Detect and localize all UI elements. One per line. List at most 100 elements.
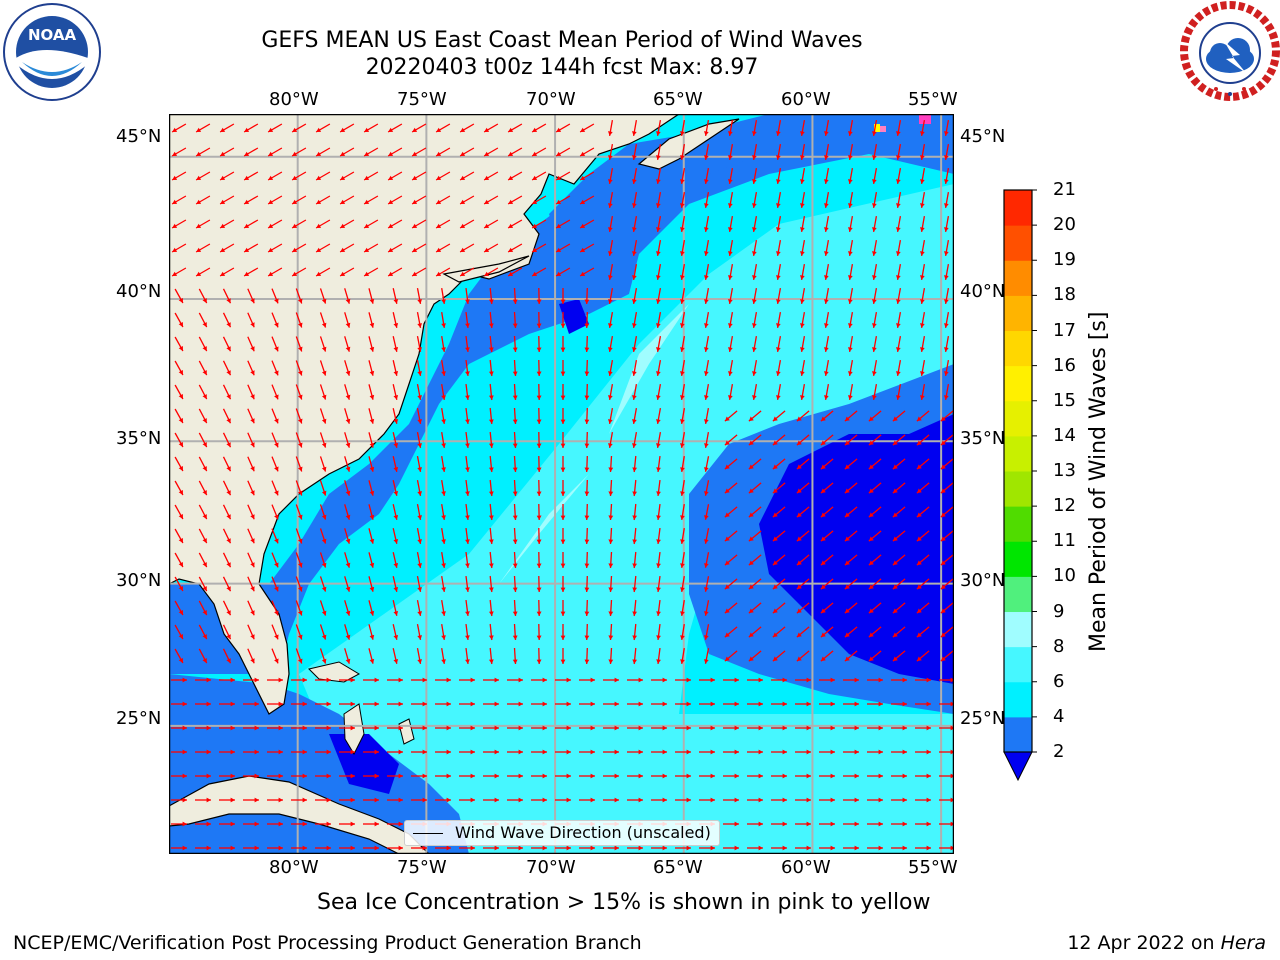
wave-direction-arrow (441, 503, 446, 521)
wave-direction-arrow (680, 119, 686, 137)
wave-direction-arrow (219, 171, 235, 181)
wave-direction-arrow (560, 600, 566, 616)
wave-direction-arrow (699, 677, 715, 683)
colorbar-bin (1004, 225, 1032, 261)
wave-direction-arrow (632, 431, 638, 449)
wave-direction-arrow (247, 552, 255, 568)
noaa-logo: NOAA (2, 2, 102, 102)
colorbar-bin (1004, 646, 1032, 683)
wave-direction-arrow (800, 119, 806, 137)
colorbar-tick-label: 8 (1053, 635, 1065, 657)
wave-direction-arrow (675, 677, 691, 683)
wave-direction-arrow (441, 599, 446, 617)
wave-direction-arrow (892, 578, 906, 590)
wave-direction-arrow (387, 749, 403, 755)
wave-direction-arrow (872, 143, 878, 161)
wave-direction-arrow (507, 773, 523, 779)
wave-direction-arrow (363, 725, 379, 731)
wave-direction-arrow (748, 554, 762, 566)
wave-direction-arrow (368, 624, 375, 640)
wave-direction-arrow (512, 503, 518, 521)
wave-direction-arrow (459, 725, 475, 731)
period-band-6-8 (299, 184, 954, 854)
wave-direction-arrow (892, 482, 906, 494)
wave-direction-arrow (728, 143, 734, 161)
wave-direction-arrow (368, 480, 375, 496)
wave-direction-arrow (489, 647, 494, 665)
wave-direction-arrow (222, 504, 232, 520)
wave-direction-arrow (632, 167, 638, 185)
wave-direction-arrow (536, 575, 542, 593)
wave-direction-arrow (872, 335, 878, 353)
wave-direction-arrow (632, 575, 637, 593)
wave-direction-arrow (171, 797, 187, 803)
wave-direction-arrow (940, 554, 954, 566)
wave-direction-arrow (844, 530, 858, 542)
wave-direction-arrow (512, 599, 518, 617)
wave-direction-arrow (584, 311, 590, 329)
wave-direction-arrow (507, 749, 523, 755)
wave-direction-arrow (820, 482, 834, 494)
wave-direction-arrow (435, 243, 451, 253)
wave-direction-arrow (579, 797, 595, 803)
wave-direction-arrow (892, 650, 906, 662)
wave-direction-arrow (243, 821, 259, 827)
wave-direction-arrow (680, 167, 686, 185)
colorbar-tick-label: 6 (1053, 670, 1065, 692)
wave-direction-arrow (344, 432, 351, 448)
wave-direction-arrow (555, 123, 571, 133)
wave-direction-arrow (560, 336, 566, 352)
lat-tick-right: 40°N (960, 281, 1006, 302)
wave-direction-arrow (368, 528, 375, 544)
wave-direction-arrow (243, 701, 259, 707)
wave-direction-arrow (820, 602, 834, 614)
wave-direction-arrow (489, 287, 494, 305)
wave-direction-arrow (459, 219, 475, 229)
wave-direction-arrow (608, 335, 614, 353)
colorbar-bin (1004, 576, 1032, 613)
wave-direction-arrow (772, 554, 786, 566)
wave-direction-arrow (843, 797, 859, 803)
wave-direction-arrow (916, 650, 930, 662)
map-legend: Wind Wave Direction (unscaled) (404, 820, 720, 846)
wave-direction-arrow (411, 797, 427, 803)
wave-direction-arrow (824, 311, 830, 329)
wave-direction-arrow (416, 287, 422, 305)
wave-direction-arrow (368, 336, 375, 352)
wave-direction-arrow (267, 195, 283, 205)
wave-direction-arrow (291, 171, 307, 181)
wave-direction-arrow (219, 267, 235, 277)
colorbar-tick-label: 14 (1053, 424, 1076, 446)
wave-direction-arrow (896, 263, 902, 281)
wave-direction-arrow (295, 432, 303, 448)
wave-direction-arrow (536, 623, 542, 641)
wave-direction-arrow (174, 528, 184, 544)
wave-direction-arrow (536, 599, 542, 617)
wave-direction-arrow (489, 527, 494, 545)
wave-direction-arrow (867, 677, 883, 683)
wave-direction-arrow (392, 528, 399, 544)
wave-direction-arrow (435, 147, 451, 157)
wave-direction-arrow (820, 530, 834, 542)
wave-direction-arrow (344, 360, 351, 376)
wave-direction-arrow (748, 578, 762, 590)
wave-direction-arrow (363, 171, 379, 181)
wave-direction-arrow (489, 503, 494, 521)
wave-direction-arrow (171, 821, 187, 827)
wave-direction-arrow (920, 143, 926, 161)
lat-tick-left: 30°N (116, 570, 162, 591)
wave-direction-arrow (291, 821, 307, 827)
wave-direction-arrow (243, 195, 259, 205)
wave-direction-arrow (560, 648, 566, 664)
wave-direction-arrow (579, 123, 595, 133)
wave-direction-arrow (441, 431, 446, 449)
wave-direction-arrow (315, 171, 331, 181)
wave-direction-arrow (579, 773, 595, 779)
wave-direction-arrow (291, 797, 307, 803)
wave-direction-arrow (944, 335, 950, 353)
wave-direction-arrow (680, 599, 685, 617)
wave-direction-arrow (339, 749, 355, 755)
wave-direction-arrow (704, 335, 710, 353)
wave-direction-arrow (363, 749, 379, 755)
wave-direction-arrow (728, 239, 734, 257)
